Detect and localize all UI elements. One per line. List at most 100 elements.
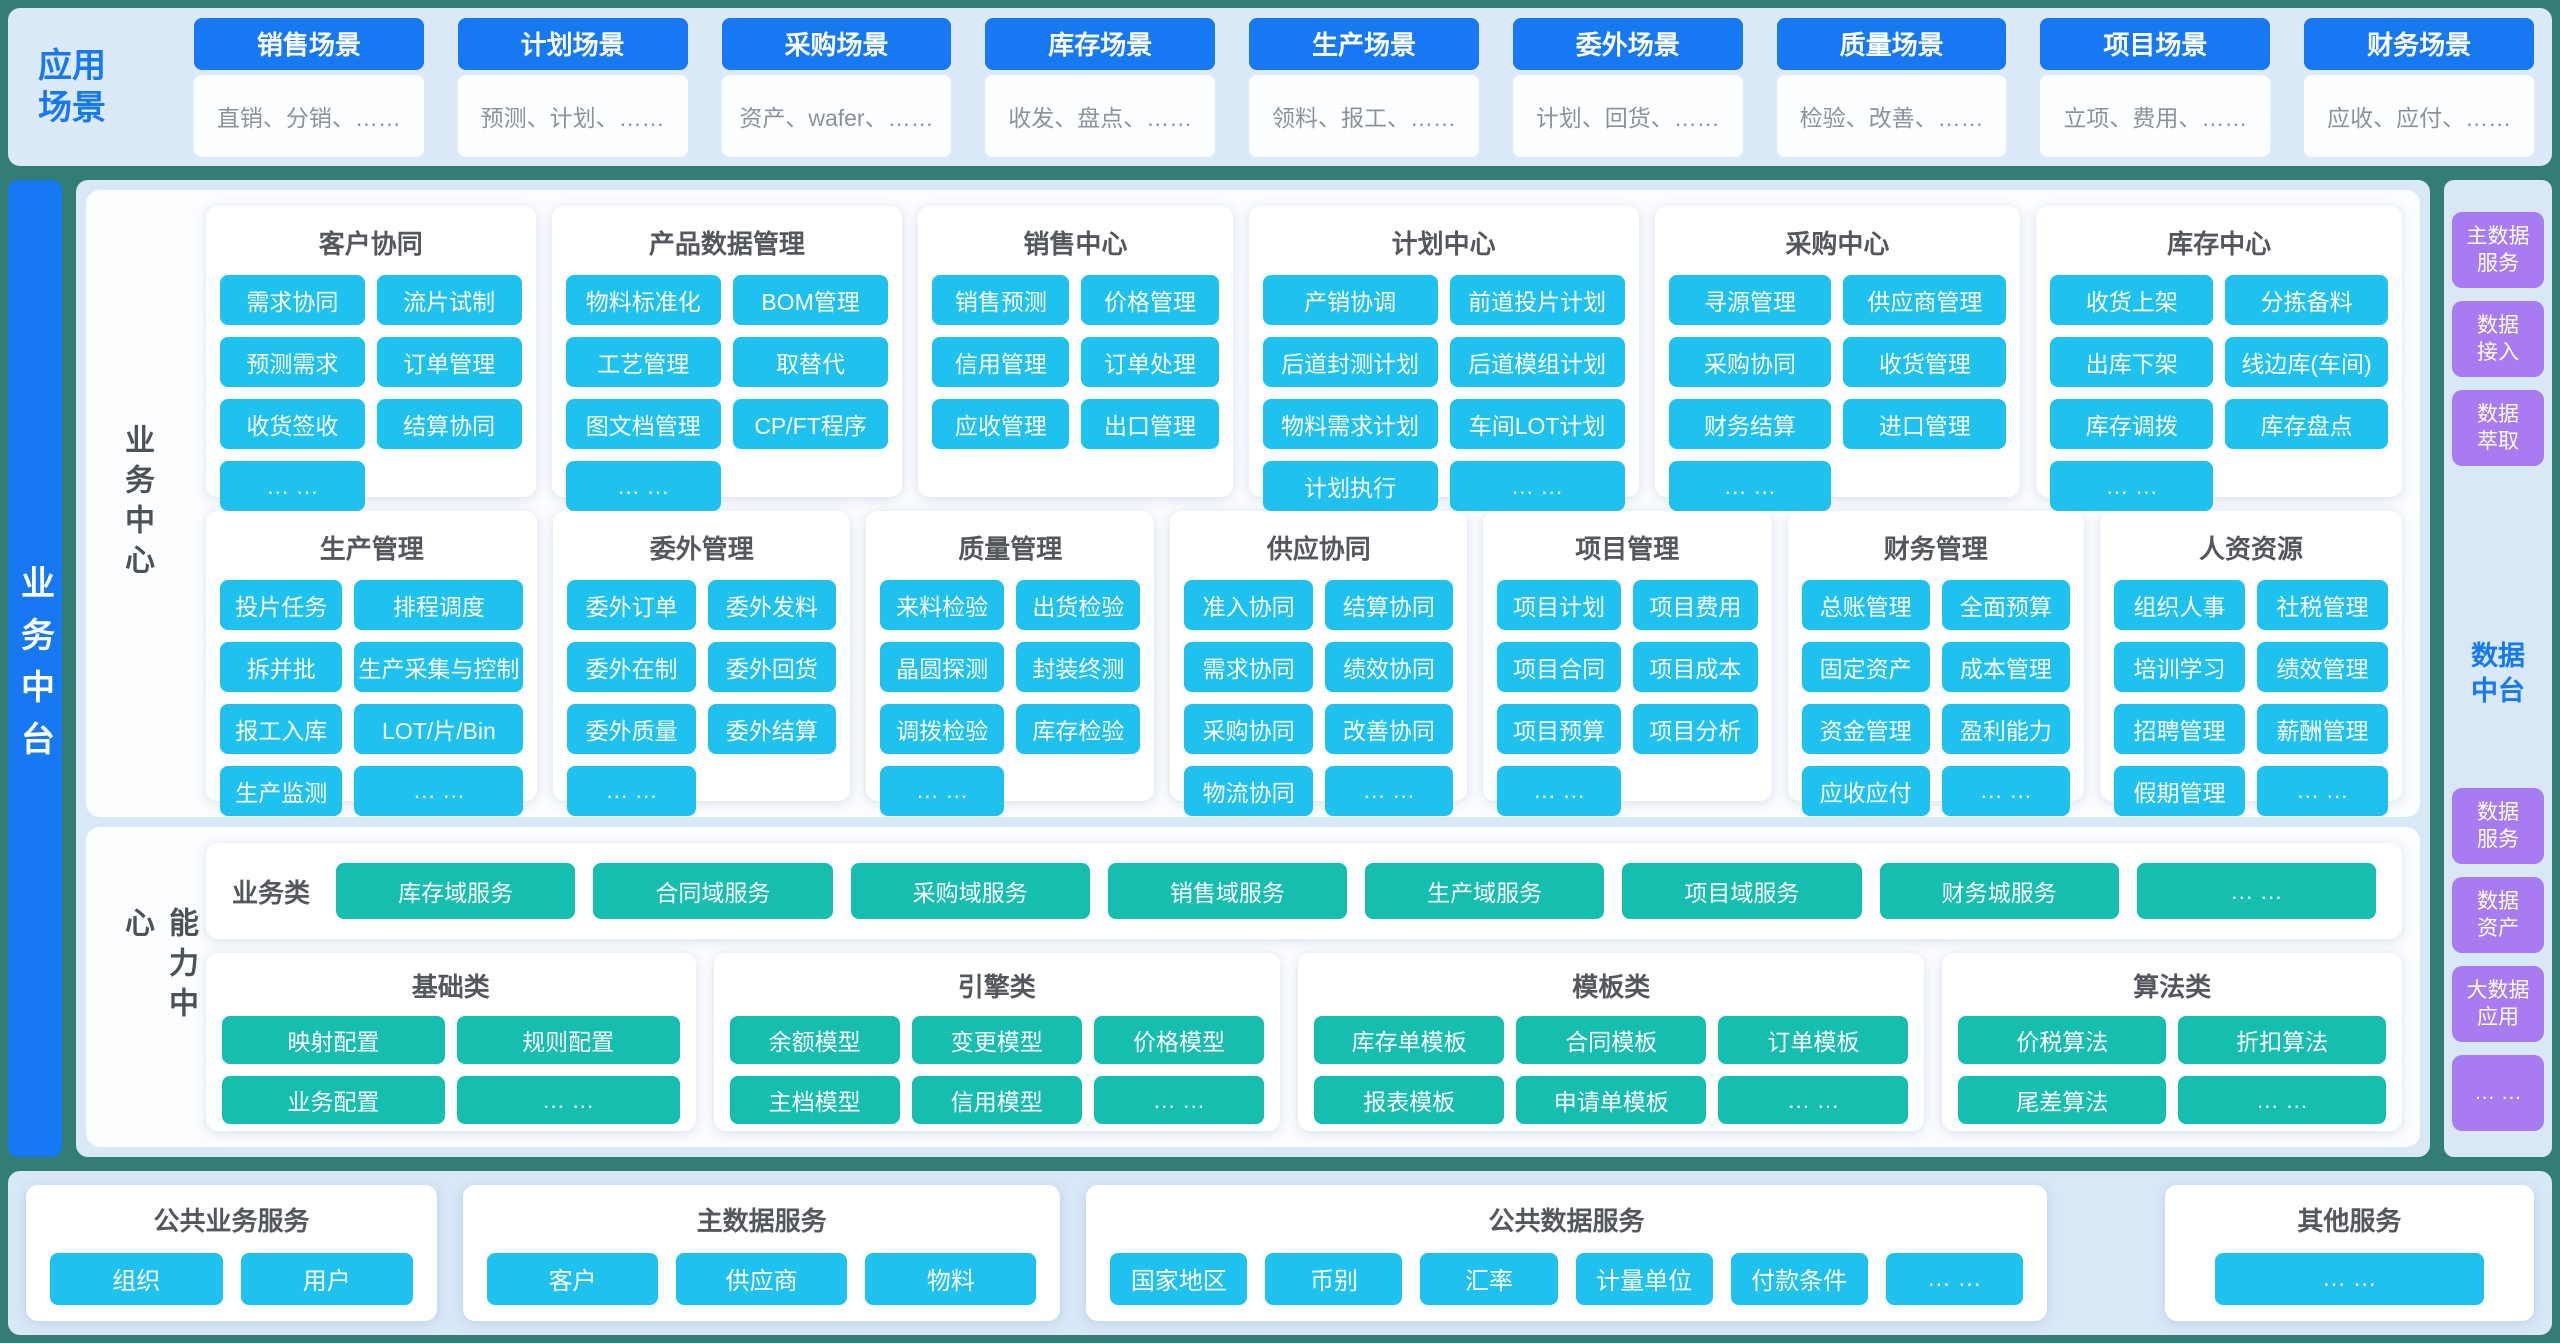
- module-button[interactable]: 委外结算: [707, 703, 836, 754]
- module-button[interactable]: … …: [354, 765, 524, 816]
- module-button[interactable]: LOT/片/Bin: [354, 703, 524, 754]
- module-button[interactable]: 晶圆探测: [880, 641, 1005, 692]
- capability-button[interactable]: 合同模板: [1516, 1016, 1707, 1065]
- module-button[interactable]: 物料需求计划: [1262, 399, 1438, 449]
- module-button[interactable]: 物流协同: [1184, 765, 1313, 816]
- module-button[interactable]: … …: [2050, 461, 2214, 511]
- module-button[interactable]: 需求协同: [1184, 641, 1313, 692]
- scenario-title-button[interactable]: 采购场景: [721, 17, 952, 70]
- module-button[interactable]: 应收应付: [1801, 765, 1930, 816]
- service-button[interactable]: 组织: [50, 1252, 223, 1305]
- module-button[interactable]: 全面预算: [1941, 579, 2071, 630]
- capability-button[interactable]: 报表模板: [1314, 1076, 1505, 1125]
- module-button[interactable]: 进口管理: [1843, 399, 2007, 449]
- service-button[interactable]: 计量单位: [1575, 1252, 1713, 1305]
- capability-button[interactable]: 价格模型: [1093, 1016, 1265, 1065]
- module-button[interactable]: 来料检验: [880, 579, 1005, 630]
- module-button[interactable]: 出货检验: [1016, 579, 1141, 630]
- module-button[interactable]: 项目费用: [1633, 579, 1758, 630]
- module-button[interactable]: 报工入库: [220, 703, 343, 754]
- module-button[interactable]: 信用管理: [932, 337, 1070, 387]
- capability-button[interactable]: 业务配置: [222, 1076, 445, 1125]
- module-button[interactable]: 库存盘点: [2225, 399, 2388, 449]
- scenario-title-button[interactable]: 财务场景: [2304, 17, 2535, 70]
- domain-service-button[interactable]: 财务城服务: [1879, 863, 2119, 920]
- module-button[interactable]: 寻源管理: [1668, 275, 1832, 325]
- scenario-title-button[interactable]: 计划场景: [457, 17, 688, 70]
- service-button[interactable]: 付款条件: [1730, 1252, 1868, 1305]
- module-button[interactable]: 价格管理: [1081, 275, 1219, 325]
- service-button[interactable]: 客户: [487, 1252, 659, 1305]
- module-button[interactable]: 物料标准化: [565, 275, 721, 325]
- service-button[interactable]: … …: [2214, 1252, 2484, 1305]
- module-button[interactable]: 招聘管理: [2114, 703, 2246, 754]
- module-button[interactable]: 销售预测: [932, 275, 1070, 325]
- scenario-title-button[interactable]: 库存场景: [985, 17, 1216, 70]
- module-button[interactable]: … …: [565, 461, 721, 511]
- module-button[interactable]: 社税管理: [2257, 579, 2388, 630]
- domain-service-button[interactable]: 库存域服务: [336, 863, 576, 920]
- module-button[interactable]: 线边库(车间): [2225, 337, 2388, 387]
- module-button[interactable]: … …: [1449, 461, 1625, 511]
- module-button[interactable]: 分拣备料: [2225, 275, 2388, 325]
- module-button[interactable]: 预测需求: [220, 337, 365, 387]
- module-button[interactable]: … …: [1668, 461, 1832, 511]
- capability-button[interactable]: 尾差算法: [1958, 1076, 2167, 1125]
- capability-button[interactable]: … …: [456, 1076, 680, 1125]
- capability-button[interactable]: 余额模型: [729, 1016, 900, 1065]
- domain-service-button[interactable]: 项目域服务: [1622, 863, 1862, 920]
- scenario-title-button[interactable]: 项目场景: [2040, 17, 2271, 70]
- module-button[interactable]: 结算协同: [1324, 579, 1454, 630]
- module-button[interactable]: 绩效管理: [2257, 641, 2388, 692]
- capability-button[interactable]: 信用模型: [911, 1076, 1082, 1125]
- service-button[interactable]: … …: [1885, 1252, 2023, 1305]
- module-button[interactable]: 盈利能力: [1941, 703, 2071, 754]
- scenario-title-button[interactable]: 销售场景: [194, 17, 424, 70]
- module-button[interactable]: 项目合同: [1497, 641, 1622, 692]
- capability-button[interactable]: 价税算法: [1958, 1016, 2167, 1065]
- module-button[interactable]: 采购协同: [1668, 337, 1832, 387]
- module-button[interactable]: … …: [880, 765, 1005, 816]
- capability-button[interactable]: 主档模型: [729, 1076, 900, 1125]
- capability-button[interactable]: 折扣算法: [2178, 1016, 2386, 1065]
- module-button[interactable]: 计划执行: [1262, 461, 1438, 511]
- data-service-button[interactable]: 主数据 服务: [2452, 212, 2544, 288]
- capability-button[interactable]: … …: [1093, 1076, 1265, 1125]
- module-button[interactable]: 取替代: [732, 337, 889, 387]
- capability-button[interactable]: 规则配置: [456, 1016, 680, 1065]
- data-service-button[interactable]: 数据 接入: [2452, 301, 2544, 377]
- capability-button[interactable]: 变更模型: [911, 1016, 1082, 1065]
- module-button[interactable]: 产销协调: [1262, 275, 1438, 325]
- module-button[interactable]: 工艺管理: [565, 337, 721, 387]
- module-button[interactable]: 车间LOT计划: [1449, 399, 1625, 449]
- module-button[interactable]: 固定资产: [1801, 641, 1930, 692]
- data-service-button[interactable]: 数据 资产: [2452, 877, 2544, 953]
- module-button[interactable]: 委外质量: [567, 703, 696, 754]
- service-button[interactable]: 国家地区: [1110, 1252, 1248, 1305]
- service-button[interactable]: 物料: [865, 1252, 1037, 1305]
- module-button[interactable]: 投片任务: [220, 579, 343, 630]
- service-button[interactable]: 供应商: [676, 1252, 848, 1305]
- module-button[interactable]: 培训学习: [2114, 641, 2246, 692]
- module-button[interactable]: … …: [220, 461, 365, 511]
- module-button[interactable]: CP/FT程序: [732, 399, 889, 449]
- module-button[interactable]: 库存调拨: [2050, 399, 2214, 449]
- module-button[interactable]: 采购协同: [1184, 703, 1313, 754]
- module-button[interactable]: 委外发料: [707, 579, 836, 630]
- capability-button[interactable]: … …: [1718, 1076, 1909, 1125]
- domain-service-button[interactable]: 销售域服务: [1107, 863, 1348, 920]
- service-button[interactable]: 用户: [240, 1252, 414, 1305]
- module-button[interactable]: 结算协同: [376, 399, 522, 449]
- module-button[interactable]: 薪酬管理: [2257, 703, 2388, 754]
- module-button[interactable]: 拆并批: [220, 641, 343, 692]
- module-button[interactable]: 项目分析: [1633, 703, 1758, 754]
- module-button[interactable]: 前道投片计划: [1449, 275, 1625, 325]
- module-button[interactable]: 订单管理: [376, 337, 522, 387]
- data-service-button[interactable]: … …: [2452, 1055, 2544, 1131]
- module-button[interactable]: 项目成本: [1633, 641, 1758, 692]
- module-button[interactable]: 生产采集与控制: [354, 641, 524, 692]
- module-button[interactable]: … …: [1497, 765, 1622, 816]
- module-button[interactable]: 成本管理: [1941, 641, 2071, 692]
- module-button[interactable]: … …: [1941, 765, 2071, 816]
- module-button[interactable]: 改善协同: [1324, 703, 1454, 754]
